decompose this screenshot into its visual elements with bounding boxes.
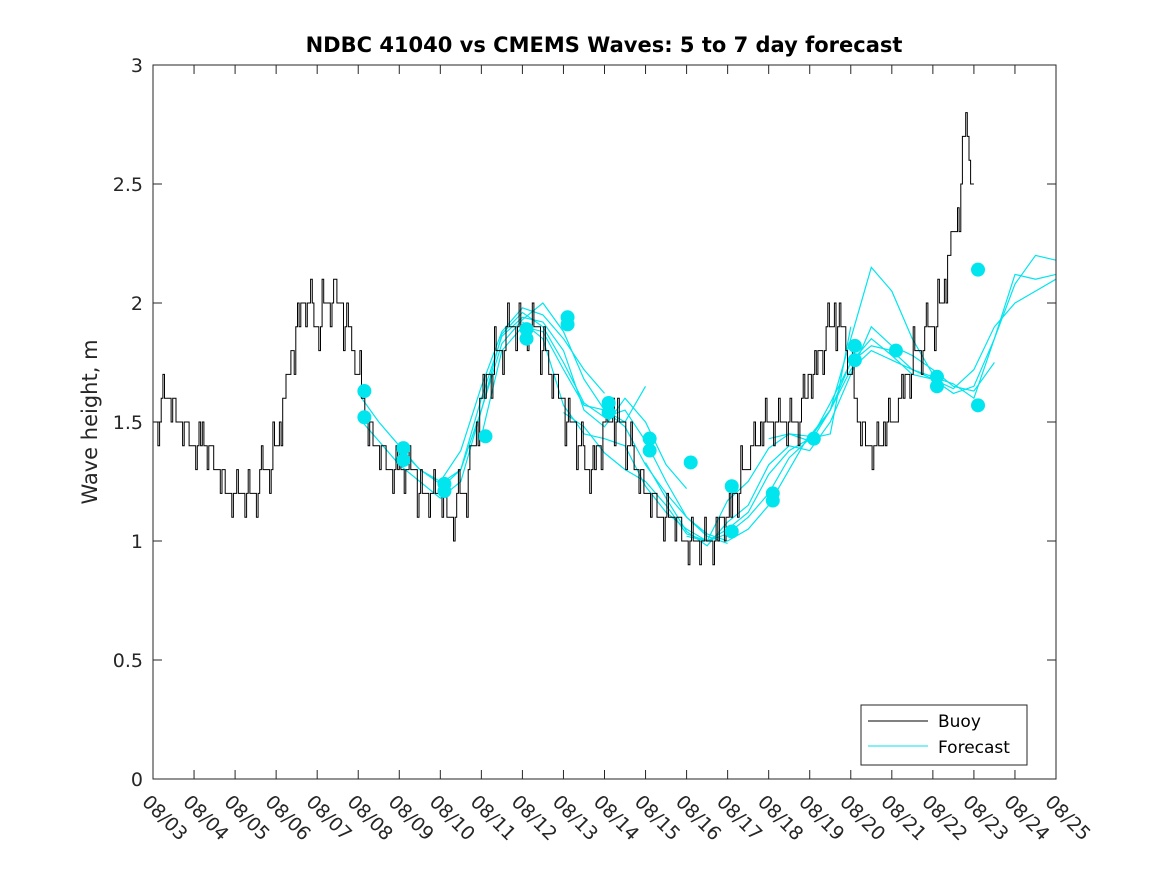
forecast-marker [765,493,780,508]
forecast-marker [437,484,452,499]
forecast-marker [929,379,944,394]
y-tick-label: 2.5 [113,174,143,196]
forecast-series-line [480,326,811,542]
forecast-marker [560,317,575,332]
y-tick-label: 1 [131,531,143,553]
forecast-series-line [686,278,1056,542]
forecast-marker [724,524,739,539]
y-tick-label: 3 [131,55,143,77]
y-tick-label: 2 [131,293,143,315]
forecast-marker [642,443,657,458]
y-tick-label: 1.5 [113,412,143,434]
forecast-series-line [563,266,934,542]
y-tick-labels: 0 0.5 1 1.5 2 2.5 3 [113,55,143,791]
forecast-marker [971,262,986,277]
plot-axes-box [152,64,1057,780]
legend-forecast-label: Forecast [938,738,1010,758]
forecast-marker [519,331,534,346]
axis-ticks [152,64,1057,780]
legend: Buoy Forecast [860,704,1028,766]
y-axis-label: Wave height, m [78,339,102,504]
forecast-marker [357,410,372,425]
y-tick-label: 0.5 [113,650,143,672]
forecast-marker [806,431,821,446]
chart-title: NDBC 41040 vs CMEMS Waves: 5 to 7 day fo… [306,33,903,57]
forecast-marker [847,353,862,368]
forecast-marker [601,405,616,420]
buoy-series-line [153,112,974,566]
y-tick-label: 0 [131,769,143,791]
forecast-marker [357,384,372,399]
forecast-marker [724,479,739,494]
forecast-marker [642,431,657,446]
forecast-marker [683,455,698,470]
forecast-marker [478,429,493,444]
legend-box [860,704,1028,766]
forecast-marker [847,338,862,353]
forecast-marker [396,441,411,456]
forecast-marker [971,398,986,413]
plot-data [153,112,1056,566]
forecast-marker [888,343,903,358]
forecast-series-line [439,311,728,544]
forecast-marker [396,453,411,468]
forecast-series-line [522,321,852,542]
legend-buoy-label: Buoy [938,712,981,732]
